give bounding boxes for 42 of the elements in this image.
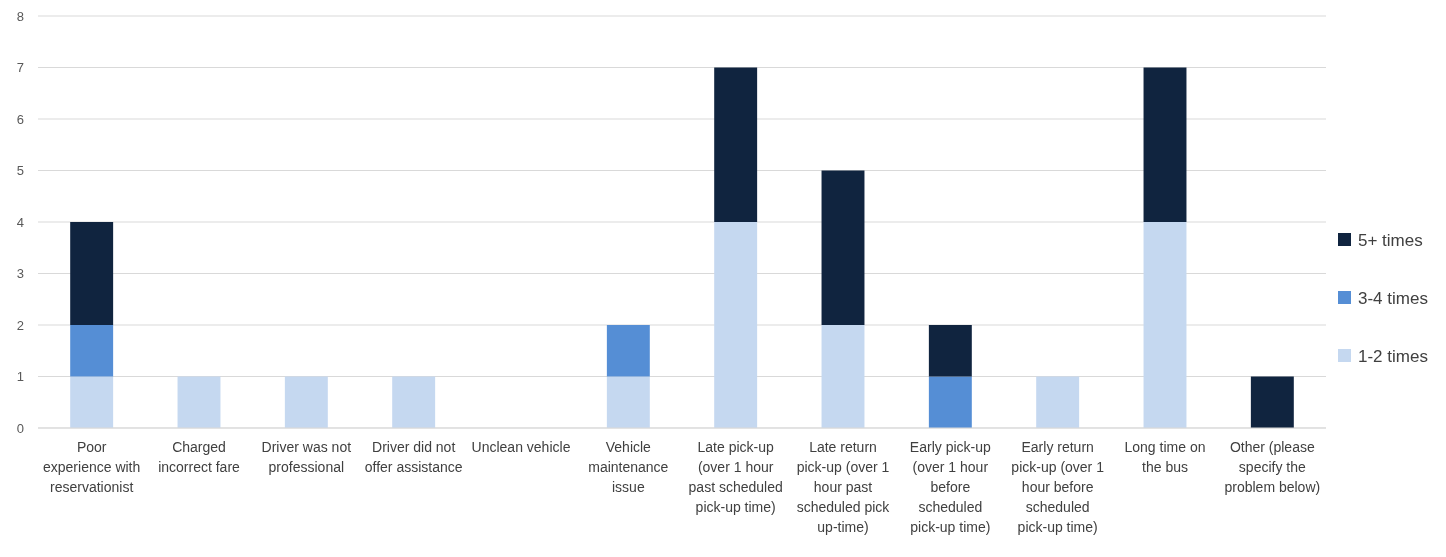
bar	[821, 325, 865, 428]
x-tick-label: Poor experience with reservationist	[43, 439, 141, 495]
bar	[70, 376, 114, 428]
x-tick-label: Late return pick-up (over 1 hour past scheduled pick up-time)	[796, 439, 891, 535]
bar	[177, 376, 221, 428]
y-tick-label: 8	[16, 8, 24, 24]
x-tick-label: Other (please specify the problem below)	[1224, 439, 1321, 495]
x-tick-label: Early pick-up (over 1 hour before scheduled pick-up time)	[909, 439, 991, 535]
y-tick-label: 0	[16, 420, 24, 436]
x-tick-label: Long time on the bus	[1124, 439, 1206, 475]
bar	[714, 67, 758, 222]
x-tick-label: Vehicle maintenance issue	[588, 439, 669, 495]
bar	[1143, 222, 1187, 428]
x-tick-label: Unclean vehicle	[471, 439, 571, 455]
bar	[714, 222, 758, 428]
bar	[70, 222, 114, 325]
x-tick-label: Driver did not offer assistance	[364, 439, 463, 475]
bar	[1143, 67, 1187, 222]
y-tick-label: 6	[16, 111, 24, 127]
bar	[1250, 376, 1294, 428]
legend-label: 1-2 times	[1358, 346, 1428, 366]
bar	[392, 376, 436, 428]
bar	[606, 325, 650, 377]
y-tick-label: 4	[16, 214, 24, 230]
x-tick-label: Early return pick-up (over 1 hour before scheduled pick-up time)	[1011, 439, 1105, 535]
bar	[284, 376, 328, 428]
y-tick-label: 1	[16, 369, 24, 385]
y-tick-label: 7	[16, 60, 24, 76]
x-tick-label: Late pick-up (over 1 hour past scheduled pick-up time)	[688, 439, 783, 515]
x-tick-label: Driver was not professional	[261, 439, 352, 475]
y-tick-label: 5	[16, 163, 24, 179]
legend-label: 3-4 times	[1358, 288, 1428, 308]
bar	[606, 376, 650, 428]
bar	[70, 325, 114, 377]
x-tick-label: Charged incorrect fare	[158, 439, 241, 475]
y-tick-label: 2	[16, 317, 24, 333]
bar	[928, 376, 972, 428]
legend-label: 5+ times	[1358, 230, 1423, 250]
y-tick-label: 3	[16, 266, 24, 282]
bar	[821, 170, 865, 325]
bar	[1036, 376, 1080, 428]
bar	[928, 325, 972, 377]
